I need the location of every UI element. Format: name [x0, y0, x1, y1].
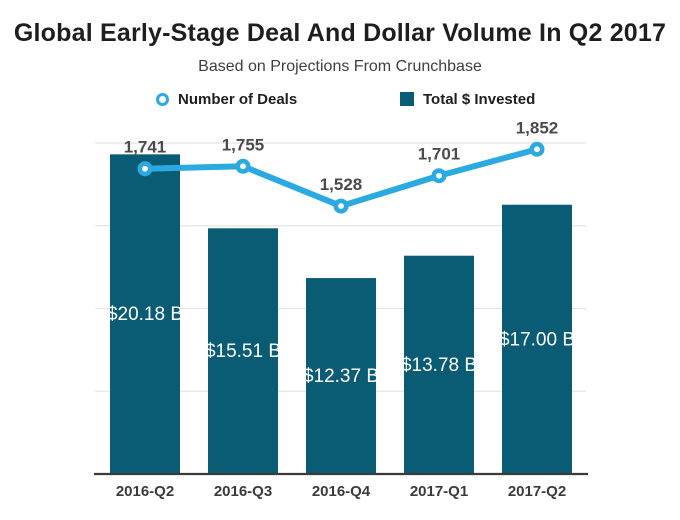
legend-label-number-of-deals: Number of Deals: [178, 90, 298, 108]
bar-value-label-2016-Q2: $20.18 B: [107, 304, 183, 325]
x-tick-2016-Q2: 2016-Q2: [116, 483, 174, 500]
deals-value-label-2016-Q2: 1,741: [124, 138, 167, 157]
bar-value-label-2017-Q2: $17.00 B: [499, 329, 575, 350]
deals-marker-2017-Q1[interactable]: [431, 168, 447, 184]
chart-title: Global Early-Stage Deal And Dollar Volum…: [13, 19, 667, 47]
line-series-marker-icon: [156, 92, 169, 106]
x-tick-2017-Q2: 2017-Q2: [508, 483, 566, 500]
deals-value-label-2016-Q3: 1,755: [222, 135, 265, 154]
chart-subtitle: Based on Projections From Crunchbase: [198, 58, 482, 75]
deals-value-label-2017-Q1: 1,701: [418, 145, 461, 164]
legend-item-total-invested[interactable]: Total $ Invested: [400, 90, 535, 108]
x-tick-2016-Q4: 2016-Q4: [312, 483, 371, 500]
bar-value-label-2017-Q1: $13.78 B: [401, 355, 477, 376]
deals-marker-2016-Q2[interactable]: [137, 161, 153, 177]
bar-2016-Q4[interactable]: [306, 278, 376, 474]
legend-item-number-of-deals[interactable]: Number of Deals: [156, 90, 297, 108]
bar-value-label-2016-Q3: $15.51 B: [205, 341, 281, 362]
x-tick-2016-Q3: 2016-Q3: [214, 483, 272, 500]
deals-value-label-2017-Q2: 1,852: [516, 118, 559, 137]
deals-marker-2017-Q2[interactable]: [529, 141, 545, 157]
bar-2017-Q2[interactable]: [502, 204, 572, 474]
bar-2017-Q1[interactable]: [404, 255, 474, 474]
bar-value-label-2016-Q4: $12.37 B: [303, 366, 379, 387]
bar-2016-Q2[interactable]: [110, 154, 180, 474]
bar-series-swatch-icon: [400, 92, 414, 106]
x-tick-2017-Q1: 2017-Q1: [410, 483, 468, 500]
deals-marker-2016-Q4[interactable]: [333, 198, 349, 214]
bar-2016-Q3[interactable]: [208, 228, 278, 474]
legend-label-total-invested: Total $ Invested: [423, 90, 536, 108]
deals-value-label-2016-Q4: 1,528: [320, 175, 363, 194]
deals-marker-2016-Q3[interactable]: [235, 158, 251, 174]
